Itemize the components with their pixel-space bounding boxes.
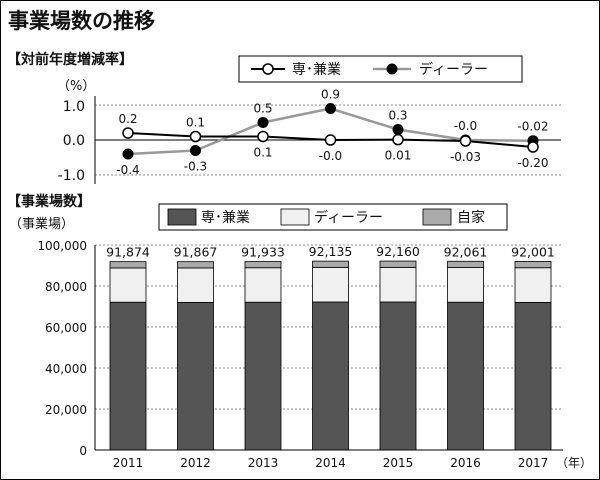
bar-segment-dealer xyxy=(109,267,147,303)
bar-x-tick-label: 2015 xyxy=(383,456,414,470)
bar-segment-dealer xyxy=(244,267,282,303)
data-point-sen xyxy=(527,141,539,153)
legend-label-bar-dealer: ディーラー xyxy=(314,209,383,226)
bar-x-tick-label: 2013 xyxy=(248,456,279,470)
data-point-dealer xyxy=(190,145,201,156)
bar-plot-area: 91,874 2011 91,867 2012 91,933 2013 92,135 2014… xyxy=(94,244,563,470)
bar-x-unit: （年） xyxy=(556,456,592,470)
bar-total-label: 91,933 xyxy=(241,245,285,260)
legend-swatch-sen xyxy=(167,208,197,226)
data-label-sen: 0.2 xyxy=(118,112,137,126)
bar-segment-sen xyxy=(109,301,147,451)
legend-label-bar-sen: 専･兼業 xyxy=(201,210,250,226)
bar-segment-sen xyxy=(312,301,349,451)
data-label-dealer: 0.3 xyxy=(388,109,407,123)
data-point-sen xyxy=(392,133,404,146)
bar-x-tick-label: 2017 xyxy=(518,456,549,470)
bar-y-tick-label: 20,000 xyxy=(45,403,87,417)
bar-total-label: 92,135 xyxy=(309,244,353,259)
data-label-dealer: -0.0 xyxy=(454,119,477,133)
data-point-dealer xyxy=(325,103,336,114)
bar-segment-sen xyxy=(514,301,552,451)
data-point-dealer xyxy=(257,117,269,128)
bar-x-tick-label: 2014 xyxy=(315,456,346,470)
legend-label-bar-jika: 自家 xyxy=(457,209,485,226)
bar-x-tick-label: 2011 xyxy=(113,456,144,470)
legend-marker-sen xyxy=(262,63,274,75)
page-title: 事業場数の推移 xyxy=(8,9,155,33)
bar-y-ticks: 100,000 80,000 60,000 40,000 20,000 0 xyxy=(37,239,87,458)
bar-y-tick-label: 0 xyxy=(79,444,87,458)
bar-segment-jika xyxy=(109,261,147,269)
bar-y-tick-label: 100,000 xyxy=(37,239,87,253)
data-label-dealer: -0.4 xyxy=(116,163,139,177)
bar-segment-jika xyxy=(379,260,417,268)
bar-segment-jika xyxy=(447,260,484,268)
bar-chart-title: 【事業場数】 xyxy=(7,193,91,210)
data-label-sen: -0.03 xyxy=(450,150,481,164)
data-label-dealer: 0.5 xyxy=(253,102,272,116)
line-chart-unit: （%） xyxy=(57,79,95,94)
bar-x-tick-label: 2016 xyxy=(450,456,481,470)
line-chart-title: 【対前年度増減率】 xyxy=(7,51,133,68)
bar-y-tick-label: 60,000 xyxy=(45,321,87,335)
line-y-tick-label: 1.0 xyxy=(63,99,85,115)
data-label-sen: 0.1 xyxy=(253,146,272,160)
bar-segment-jika xyxy=(177,261,214,269)
bar-segment-jika xyxy=(244,261,282,269)
line-y-tick-label: 0.0 xyxy=(63,133,85,149)
legend-label-sen: 専･兼業 xyxy=(292,62,341,78)
legend-label-dealer: ディーラー xyxy=(419,61,488,78)
bar-x-tick-label: 2012 xyxy=(180,456,211,470)
bar-segment-dealer xyxy=(177,267,214,303)
bar-total-label: 92,061 xyxy=(444,244,488,259)
bar-legend: 専･兼業 ディーラー 自家 xyxy=(158,203,508,231)
legend-swatch-jika xyxy=(422,208,452,226)
bar-total-label: 92,160 xyxy=(376,244,420,259)
bar-chart-unit: （事業場） xyxy=(9,216,74,232)
data-point-sen xyxy=(324,134,337,146)
bar-segment-dealer xyxy=(312,266,349,303)
data-label-sen: -0.0 xyxy=(319,149,342,163)
data-point-sen xyxy=(257,130,269,143)
data-label-sen: 0.01 xyxy=(385,149,412,163)
bar-segment-jika xyxy=(514,260,552,269)
bar-y-tick-label: 80,000 xyxy=(45,280,87,294)
bar-segment-dealer xyxy=(447,267,484,303)
bar-segment-dealer xyxy=(514,267,552,303)
bar-total-label: 91,874 xyxy=(106,245,150,260)
data-point-dealer xyxy=(392,124,404,135)
data-label-dealer: 0.9 xyxy=(321,88,340,102)
bar-segment-sen xyxy=(447,301,484,451)
bar-total-label: 92,001 xyxy=(511,244,555,259)
bar-segment-sen xyxy=(244,301,282,451)
data-point-dealer xyxy=(122,148,134,160)
line-plot-area: 0.2 -0.4 0.1 -0.3 0.1 0.5 -0.0 0.9 0.01 0.3 -0.03 -… xyxy=(95,88,561,177)
data-point-sen xyxy=(189,130,202,143)
data-label-dealer: -0.02 xyxy=(517,120,548,134)
legend-swatch-dealer xyxy=(280,208,310,226)
line-legend: 専･兼業 ディーラー xyxy=(238,55,523,83)
data-point-sen xyxy=(459,135,472,147)
data-label-sen: 0.1 xyxy=(186,116,205,130)
line-y-tick-label: -1.0 xyxy=(58,168,85,184)
bar-y-tick-label: 40,000 xyxy=(45,362,87,376)
data-label-dealer: -0.3 xyxy=(184,160,207,174)
legend-marker-dealer xyxy=(386,63,398,75)
bar-total-label: 91,867 xyxy=(174,245,218,260)
line-y-ticks: 1.0 0.0 -1.0 xyxy=(58,99,85,184)
bar-segment-dealer xyxy=(379,266,417,303)
bar-segment-jika xyxy=(312,260,349,268)
bar-segment-sen xyxy=(379,301,417,451)
data-point-sen xyxy=(122,127,134,139)
bar-segment-sen xyxy=(177,301,214,451)
data-label-sen: -0.20 xyxy=(517,156,548,170)
